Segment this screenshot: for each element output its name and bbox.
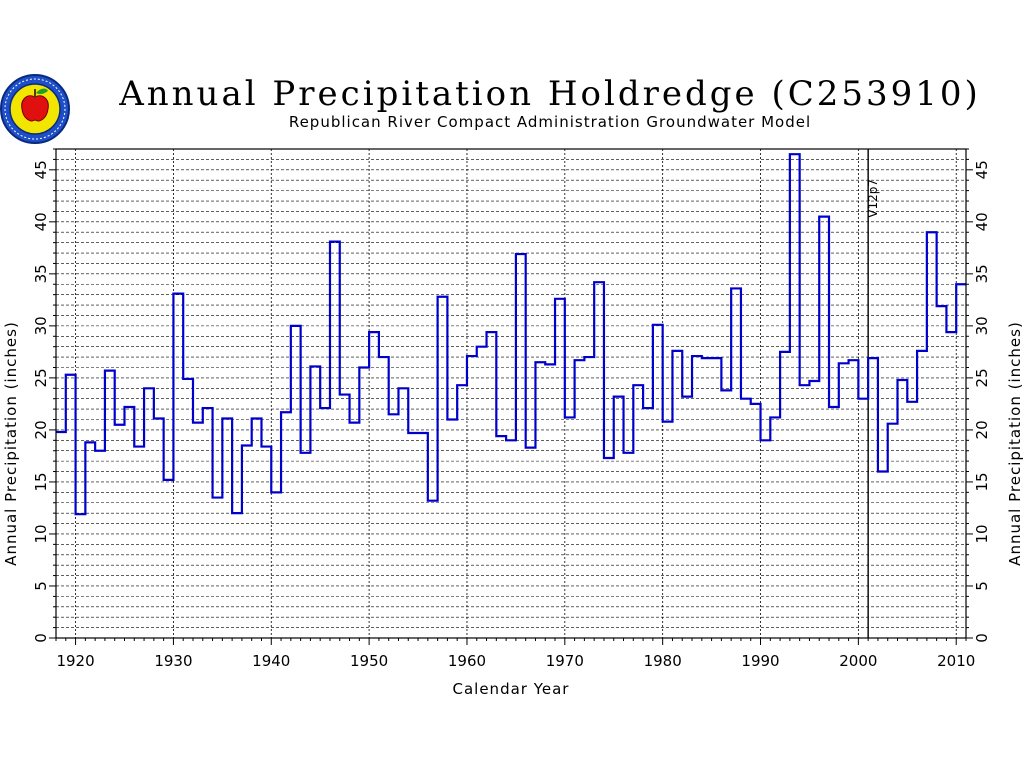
y-axis-label-right: Annual Precipitation (inches) — [1006, 321, 1024, 566]
x-tick-label: 1970 — [546, 652, 584, 670]
x-tick-label: 1980 — [644, 652, 682, 670]
chart-subtitle: Republican River Compact Administration … — [288, 113, 812, 131]
x-tick-label: 1940 — [252, 652, 290, 670]
plot-frame — [55, 148, 967, 639]
y-tick-label-right: 0 — [973, 633, 991, 643]
y-tick-label-right: 35 — [973, 264, 991, 283]
y-tick-label-left: 0 — [32, 633, 50, 643]
y-tick-label-right: 40 — [973, 212, 991, 231]
y-tick-label-right: 20 — [973, 420, 991, 439]
y-tick-label-left: 45 — [32, 160, 50, 179]
x-axis-label: Calendar Year — [453, 680, 570, 698]
y-tick-label-left: 5 — [32, 581, 50, 591]
x-tick-label: 1920 — [56, 652, 94, 670]
chart-title: Annual Precipitation Holdredge (C253910) — [119, 74, 981, 114]
y-tick-label-left: 10 — [32, 524, 50, 543]
y-tick-label-left: 20 — [32, 420, 50, 439]
x-tick-label: 2010 — [937, 652, 975, 670]
y-tick-label-right: 5 — [973, 581, 991, 591]
rrca-logo — [0, 73, 72, 145]
x-tick-label: 2000 — [839, 652, 877, 670]
y-tick-label-left: 35 — [32, 264, 50, 283]
y-tick-label-right: 45 — [973, 160, 991, 179]
axis-labels: Calendar Year Annual Precipitation (inch… — [2, 321, 1024, 698]
annotation-label: V12p7 — [866, 179, 880, 218]
precipitation-series-line — [56, 153, 966, 516]
x-tick-label: 1950 — [350, 652, 388, 670]
y-tick-label-left: 25 — [32, 368, 50, 387]
x-tick-label: 1960 — [448, 652, 486, 670]
axis-ticks: 1920 1930 1940 1950 1960 1970 1980 1990 2000 2010… — [32, 148, 991, 670]
y-tick-label-right: 30 — [973, 316, 991, 335]
y-tick-label-left: 15 — [32, 472, 50, 491]
y-axis-label-left: Annual Precipitation (inches) — [2, 321, 20, 566]
y-tick-label-left: 30 — [32, 316, 50, 335]
y-tick-label-right: 10 — [973, 524, 991, 543]
x-tick-label: 1930 — [154, 652, 192, 670]
x-tick-label: 1990 — [741, 652, 779, 670]
y-tick-label-right: 15 — [973, 472, 991, 491]
y-tick-label-left: 40 — [32, 212, 50, 231]
y-tick-label-right: 25 — [973, 368, 991, 387]
